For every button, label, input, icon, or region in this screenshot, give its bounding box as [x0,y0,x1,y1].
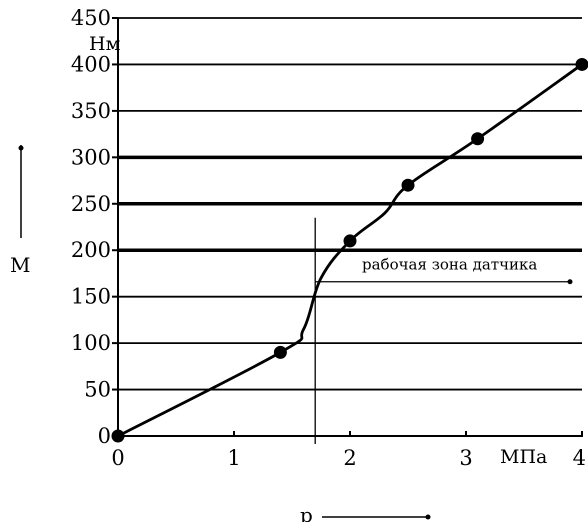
y-tick-label-450: 450 [71,6,111,30]
x-tick-label-1: 1 [227,446,240,470]
data-point-4 [471,132,485,146]
y-tick-label-200: 200 [71,238,111,262]
y-tick-label-250: 250 [71,192,111,216]
working-zone-annotation: рабочая зона датчика [314,217,573,444]
tick-labels: 0 50 100 150 200 250 300 350 400 450 0 1 2 3 4 [71,6,586,470]
zone-label: рабочая зона датчика [362,256,537,274]
x-axis-arrow [322,514,431,520]
x-tick-label-4: 4 [573,446,586,470]
x-tick-label-2: 2 [343,446,356,470]
y-tick-label-400: 400 [71,52,111,76]
data-point-3 [401,178,415,192]
axes [112,17,583,437]
y-unit-label: Нм [89,33,121,55]
zone-arrow-head [567,279,573,285]
y-tick-label-0: 0 [98,424,111,448]
y-tick-label-350: 350 [71,99,111,123]
series-line [111,57,588,443]
y-axis-label: М [10,253,30,277]
y-tick-label-50: 50 [84,378,111,402]
x-unit-label: МПа [500,446,547,468]
x-tick-label-3: 3 [459,446,472,470]
data-point-5 [575,57,588,71]
y-tick-label-150: 150 [71,285,111,309]
data-point-1 [273,345,287,359]
x-tick-label-0: 0 [111,446,124,470]
y-axis-arrow [18,145,24,238]
data-point-2 [343,234,357,248]
y-tick-label-300: 300 [71,145,111,169]
data-point-0 [111,429,125,443]
y-tick-label-100: 100 [71,331,111,355]
grid [118,17,582,391]
x-axis-label: p [300,503,313,522]
